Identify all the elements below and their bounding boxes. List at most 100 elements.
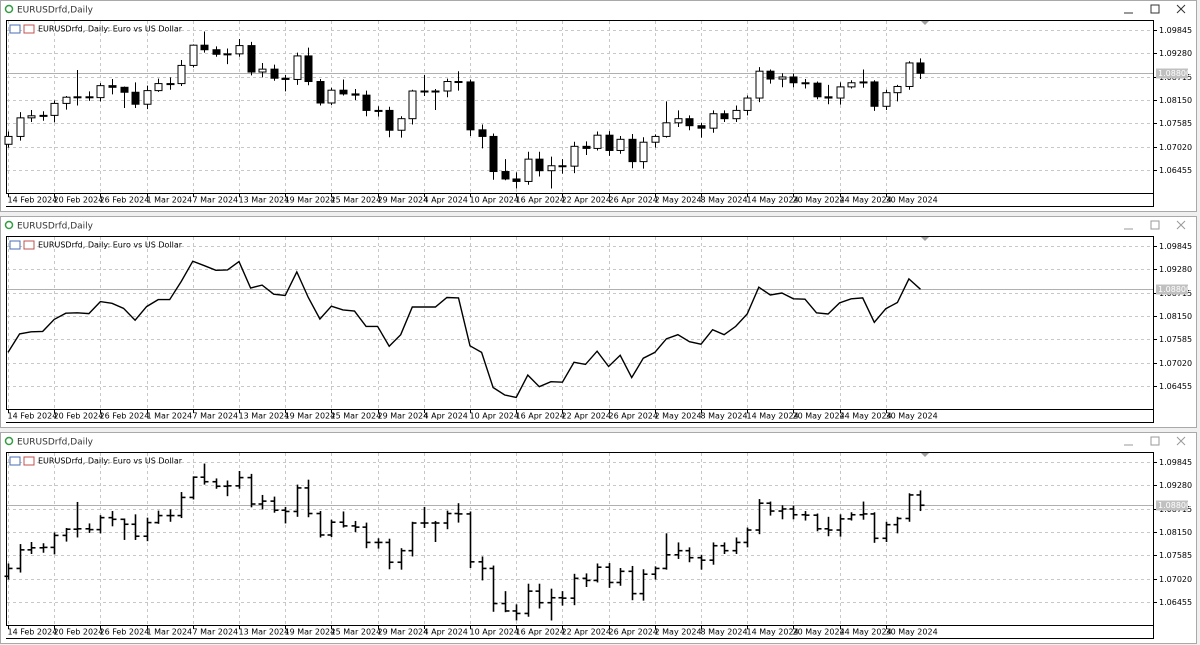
- close-button[interactable]: [1176, 4, 1186, 14]
- x-tick-label: 30 May 2024: [886, 412, 938, 421]
- x-tick-label: 24 May 2024: [840, 412, 892, 421]
- close-button[interactable]: [1176, 220, 1186, 230]
- candle-body: [570, 145, 579, 167]
- price-label: 1.08800: [1158, 501, 1191, 510]
- candle-body: [166, 83, 175, 86]
- candle-body: [200, 44, 209, 51]
- window-icon: [4, 220, 14, 230]
- x-tick-label: 25 Mar 2024: [331, 412, 382, 421]
- shift-marker: [921, 237, 929, 241]
- header-icon: [9, 240, 21, 250]
- candle-body: [443, 81, 452, 92]
- header-icon: [23, 456, 35, 466]
- candle-body: [212, 49, 221, 55]
- title-bar: [1, 433, 1196, 450]
- x-tick-label: 8 May 2024: [701, 628, 748, 637]
- x-tick-label: 14 Feb 2024: [8, 196, 58, 205]
- candle-body: [755, 70, 764, 99]
- y-tick-label: 1.09280: [1159, 265, 1192, 274]
- x-tick-label: 16 Apr 2024: [516, 196, 565, 205]
- candle-body: [593, 134, 602, 149]
- candle-body: [697, 125, 706, 129]
- x-tick-label: 30 May 2024: [886, 628, 938, 637]
- price-label-box: [1156, 68, 1188, 79]
- y-tick-label: 1.06455: [1159, 166, 1192, 175]
- x-tick-label: 24 May 2024: [840, 196, 892, 205]
- candle-body: [362, 94, 371, 111]
- maximize-button[interactable]: [1150, 4, 1160, 14]
- candle-body: [662, 122, 671, 137]
- y-tick-label: 1.09845: [1159, 242, 1192, 251]
- x-tick-label: 22 Apr 2024: [562, 412, 611, 421]
- header-icon: [23, 240, 35, 250]
- candle-body: [882, 92, 891, 107]
- price-label-box: [1156, 500, 1188, 511]
- x-tick-label: 20 May 2024: [793, 628, 845, 637]
- candle-body: [547, 165, 556, 172]
- x-tick-label: 13 Mar 2024: [239, 628, 290, 637]
- close-button[interactable]: [1176, 436, 1186, 446]
- candle-body: [293, 55, 302, 80]
- x-tick-label: 22 Apr 2024: [562, 628, 611, 637]
- x-tick-label: 10 Apr 2024: [470, 628, 519, 637]
- x-tick-label: 25 Mar 2024: [331, 628, 382, 637]
- x-tick-label: 16 Apr 2024: [516, 412, 565, 421]
- window-title: EURUSDrfd,Daily: [17, 438, 94, 448]
- y-tick-label: 1.09280: [1159, 49, 1192, 58]
- candle-body: [420, 90, 429, 93]
- candle-body: [859, 81, 868, 84]
- x-tick-label: 10 Apr 2024: [470, 412, 519, 421]
- candle-body: [374, 109, 383, 112]
- y-tick-label: 1.07585: [1159, 335, 1192, 344]
- x-tick-label: 7 Mar 2024: [193, 412, 239, 421]
- candle-body: [327, 89, 336, 104]
- candle-body: [39, 114, 48, 117]
- x-tick-label: 1 Mar 2024: [147, 196, 193, 205]
- candle-body: [27, 115, 36, 119]
- candle-body: [281, 77, 290, 80]
- x-tick-label: 26 Apr 2024: [609, 412, 658, 421]
- x-tick-label: 30 May 2024: [886, 196, 938, 205]
- candle-body: [478, 129, 487, 137]
- x-tick-label: 13 Mar 2024: [239, 196, 290, 205]
- candle-body: [73, 96, 82, 99]
- candle-body: [96, 85, 105, 99]
- header-icon: [9, 456, 21, 466]
- candle-body: [131, 91, 140, 105]
- candle-body: [824, 96, 833, 99]
- plot-area: [6, 236, 1154, 410]
- candle-body: [108, 85, 117, 88]
- candle-body: [120, 86, 129, 93]
- y-tick-label: 1.08150: [1159, 96, 1192, 105]
- candle-body: [582, 145, 591, 149]
- candle-body: [720, 113, 729, 120]
- x-tick-label: 4 Apr 2024: [424, 628, 468, 637]
- candle-body: [685, 118, 694, 127]
- x-tick-label: 26 Feb 2024: [100, 628, 150, 637]
- x-tick-label: 26 Apr 2024: [609, 628, 658, 637]
- x-tick-label: 20 May 2024: [793, 412, 845, 421]
- candle-body: [870, 81, 879, 107]
- y-tick-label: 1.06455: [1159, 598, 1192, 607]
- chart-title: EURUSDrfd, Daily: Euro vs US Dollar: [38, 457, 183, 466]
- candle-body: [743, 97, 752, 111]
- y-tick-label: 1.07020: [1159, 575, 1192, 584]
- x-tick-label: 29 Mar 2024: [378, 628, 429, 637]
- candle-body: [62, 96, 71, 104]
- candle-body: [466, 81, 475, 131]
- x-tick-label: 16 Apr 2024: [516, 628, 565, 637]
- window-title: EURUSDrfd,Daily: [17, 222, 94, 232]
- maximize-button[interactable]: [1150, 220, 1160, 230]
- candle-body: [616, 138, 625, 151]
- candle-body: [223, 53, 232, 56]
- x-tick-label: 8 May 2024: [701, 412, 748, 421]
- x-tick-label: 26 Feb 2024: [100, 196, 150, 205]
- candle-body: [524, 158, 533, 182]
- candle-body: [454, 81, 463, 84]
- maximize-button[interactable]: [1150, 436, 1160, 446]
- candle-body: [50, 102, 59, 116]
- window-icon: [4, 4, 14, 14]
- candle-body: [801, 82, 810, 85]
